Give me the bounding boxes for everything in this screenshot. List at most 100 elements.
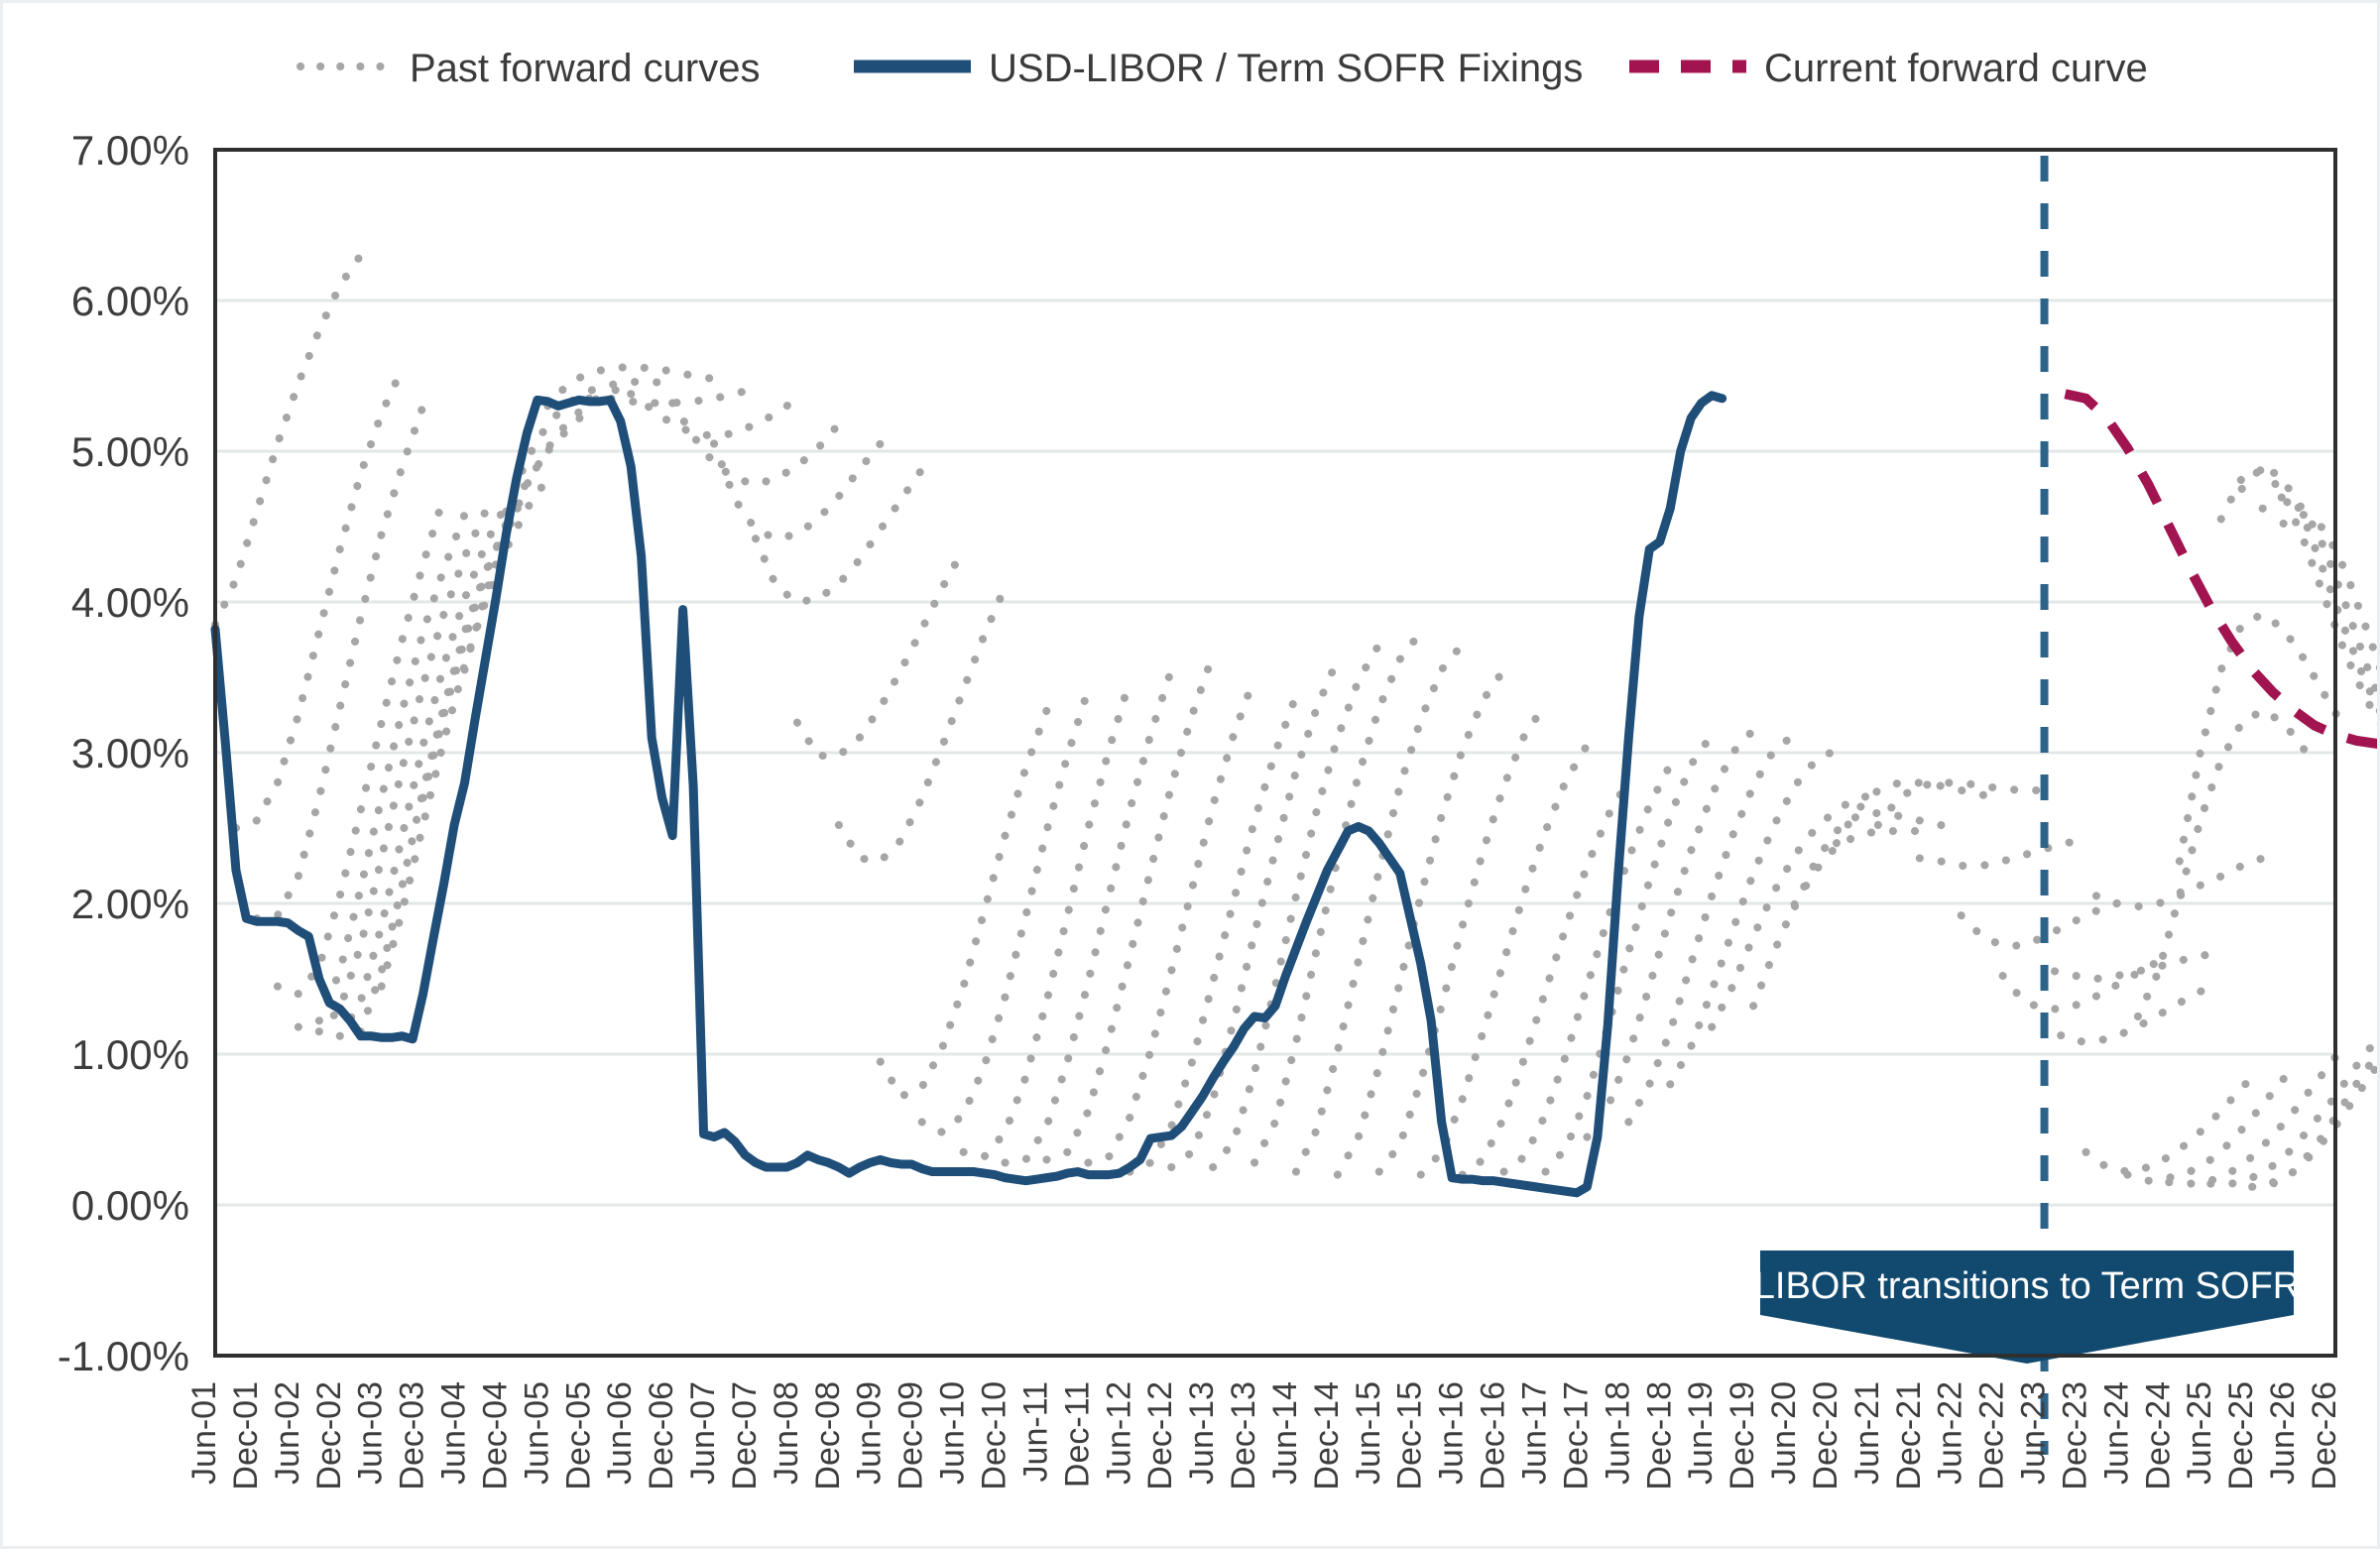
past-forward-curve	[1666, 745, 1841, 1089]
past-forward-curve	[2040, 982, 2215, 1046]
x-axis-tick-label: Jun-06	[601, 1381, 639, 1485]
y-axis-tick-label: 0.00%	[71, 1182, 189, 1229]
past-forward-curve	[1832, 778, 2007, 848]
x-axis-tick-label: Jun-07	[684, 1381, 722, 1485]
legend-label-2: USD-LIBOR / Term SOFR Fixings	[989, 47, 1583, 90]
x-axis-tick-label: Dec-26	[2306, 1381, 2343, 1490]
x-axis-tick-label: Dec-02	[310, 1381, 348, 1490]
past-forward-curve	[273, 492, 448, 999]
y-axis-tick-label: 4.00%	[71, 579, 189, 626]
libor-sofr-fixings-line	[210, 391, 1727, 1198]
past-forward-curve	[1333, 665, 1508, 1179]
x-axis-tick-label: Jun-15	[1350, 1381, 1387, 1485]
x-axis-tick-label: Dec-07	[726, 1381, 764, 1490]
x-axis-tick-label: Dec-21	[1890, 1381, 1928, 1490]
x-axis-tick-label: Dec-11	[1058, 1381, 1096, 1488]
x-axis-tick-label: Dec-25	[2222, 1381, 2260, 1490]
past-forward-curve	[917, 685, 1093, 1137]
y-axis-tick-label: 7.00%	[71, 127, 189, 174]
x-axis-tick-label: Jun-08	[768, 1381, 805, 1485]
past-forward-curve	[1499, 761, 1675, 1176]
past-forward-curve	[2123, 1062, 2299, 1185]
past-forward-curve	[1873, 778, 2049, 829]
past-forward-curve	[1084, 673, 1259, 1167]
forward-curve-chart: Past forward curves USD-LIBOR / Term SOFR…	[3, 3, 2377, 1546]
x-axis-tick-label: Dec-01	[227, 1381, 265, 1490]
past-forward-curve	[1998, 952, 2174, 1013]
x-axis-tick-label: Jun-02	[269, 1381, 306, 1485]
legend-label-1: Past forward curves	[410, 47, 760, 90]
x-axis-tick-label: Dec-03	[394, 1381, 431, 1490]
x-axis-tick-label: Dec-18	[1640, 1381, 1678, 1490]
past-forward-curve	[1167, 655, 1342, 1171]
past-forward-curve	[231, 364, 407, 832]
x-axis-tick-label: Dec-24	[2139, 1381, 2177, 1490]
x-axis-tick-label: Jun-20	[1765, 1381, 1803, 1485]
past-forward-curve	[252, 402, 427, 923]
x-axis-tick-label: Dec-23	[2057, 1381, 2094, 1490]
past-forward-curve	[1541, 730, 1717, 1176]
x-axis-tick-label: Dec-08	[809, 1381, 847, 1490]
past-forward-curve	[1291, 640, 1467, 1176]
x-axis-tick-label: Dec-20	[1807, 1381, 1844, 1490]
y-axis-tick-label: 3.00%	[71, 730, 189, 776]
past-forward-curve	[2258, 491, 2377, 704]
x-axis-tick-label: Jun-21	[1848, 1381, 1886, 1485]
x-axis-tick-label: Dec-15	[1391, 1381, 1429, 1490]
x-axis-tick-label: Dec-12	[1141, 1381, 1179, 1490]
past-forward-curve	[2165, 1053, 2339, 1188]
past-forward-curves-series	[211, 251, 2377, 1191]
x-axis-tick-label: Dec-19	[1724, 1381, 1761, 1490]
x-axis-tick-label: Jun-03	[352, 1381, 390, 1485]
y-axis-tick-label: 1.00%	[71, 1031, 189, 1078]
past-forward-curve	[751, 465, 926, 607]
x-axis-tick-label: Jun-23	[2015, 1381, 2053, 1485]
x-axis-tick-label: Dec-10	[976, 1381, 1013, 1490]
past-forward-curve	[876, 706, 1051, 1102]
x-axis-tick-label: Jun-26	[2264, 1381, 2302, 1485]
x-axis-tick-label: Jun-16	[1433, 1381, 1471, 1485]
plot-area-border	[213, 148, 2337, 1358]
past-forward-curve	[2269, 1047, 2377, 1187]
past-forward-curve	[1624, 730, 1800, 1127]
x-axis-tick-label: Jun-24	[2097, 1381, 2135, 1485]
x-axis-tick-label: Dec-04	[477, 1381, 515, 1490]
x-axis-tick-label: Dec-13	[1225, 1381, 1262, 1490]
y-axis-ticks: 7.00% 6.00% 5.00% 4.00% 3.00% 2.00% 1.00% 0.00%…	[58, 127, 189, 1379]
past-forward-curve	[2051, 947, 2225, 984]
past-forward-curve	[1915, 836, 2090, 870]
chart-legend: Past forward curves USD-LIBOR / Term SOFR…	[297, 47, 2148, 90]
past-forward-curve	[1001, 665, 1176, 1167]
past-forward-curve	[792, 544, 968, 761]
past-forward-curve	[543, 362, 719, 411]
past-forward-curve	[834, 582, 1010, 866]
past-forward-curve	[502, 378, 677, 516]
x-axis-tick-label: Jun-19	[1682, 1381, 1720, 1485]
x-axis-tick-label: Jun-05	[518, 1381, 555, 1485]
x-axis-tick-label: Dec-17	[1557, 1381, 1595, 1490]
past-forward-curve	[1209, 640, 1383, 1171]
past-forward-curve	[1791, 808, 1965, 911]
past-forward-curve	[1957, 895, 2132, 950]
past-forward-curve	[335, 500, 511, 1040]
past-forward-curve	[460, 384, 636, 674]
x-axis-tick-label: Jun-01	[185, 1381, 223, 1485]
past-forward-curve	[1458, 775, 1633, 1179]
callout-label: LIBOR transitions to Term SOFR	[1754, 1265, 2300, 1307]
past-forward-curve	[211, 251, 365, 629]
past-forward-curve	[1708, 790, 1882, 1031]
y-axis-tick-label: 2.00%	[71, 881, 189, 927]
x-axis-tick-label: Jun-13	[1183, 1381, 1221, 1485]
past-forward-curve	[1749, 827, 1924, 1011]
fixings-series	[210, 391, 1727, 1198]
x-axis-tick-label: Jun-10	[934, 1381, 972, 1485]
current-forward-curve-line	[2064, 389, 2377, 749]
x-axis-tick-label: Jun-17	[1516, 1381, 1554, 1485]
x-axis-tick-label: Jun-09	[851, 1381, 889, 1485]
x-axis-tick-label: Dec-22	[1973, 1381, 2011, 1490]
x-axis-tick-label: Jun-12	[1100, 1381, 1137, 1485]
current-forward-curve-series	[2064, 389, 2377, 749]
past-forward-curve	[377, 474, 552, 991]
x-axis-tick-label: Dec-05	[559, 1381, 597, 1490]
